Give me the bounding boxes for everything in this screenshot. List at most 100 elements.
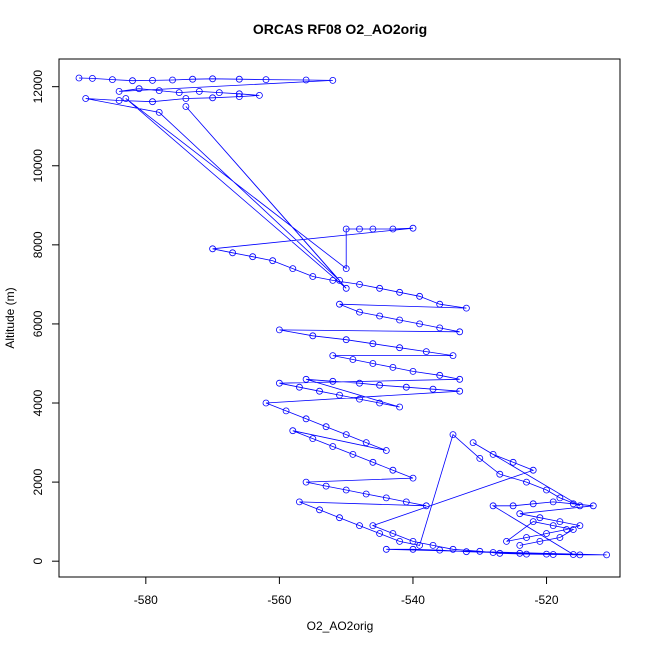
data-point (396, 403, 404, 411)
data-point (516, 549, 524, 557)
data-point (316, 387, 323, 395)
data-point (336, 276, 343, 284)
data-point (549, 498, 557, 506)
data-point (396, 316, 404, 324)
y-tick-label: 4000 (31, 389, 45, 416)
data-point (235, 93, 243, 100)
data-point (135, 85, 143, 93)
data-point (275, 326, 283, 334)
data-point (549, 522, 557, 529)
data-point (269, 257, 277, 265)
data-point (282, 407, 290, 415)
data-point (389, 225, 397, 233)
data-point (329, 276, 337, 284)
y-axis-label: Altitude (m) (3, 287, 17, 348)
data-point (316, 506, 323, 514)
x-tick-label: -520 (535, 593, 559, 607)
data-point (376, 530, 384, 537)
data-point (309, 435, 317, 443)
data-point (149, 98, 156, 106)
data-point (302, 375, 310, 383)
data-point (469, 439, 477, 447)
plot-frame (58, 58, 621, 578)
series-line (78, 77, 607, 556)
data-point (416, 292, 424, 300)
data-point (295, 498, 303, 506)
data-point (155, 87, 163, 94)
data-point (89, 75, 96, 82)
data-point (75, 74, 83, 82)
data-point (489, 450, 497, 458)
data-point (262, 399, 270, 407)
data-point (329, 377, 337, 385)
data-point (416, 542, 424, 549)
data-point (369, 340, 377, 348)
series-layer (75, 74, 610, 559)
data-point (275, 379, 283, 387)
data-point (322, 482, 330, 490)
data-point (569, 526, 577, 533)
data-point (336, 514, 343, 522)
data-point (496, 549, 504, 557)
x-tick-label: -580 (134, 593, 158, 607)
data-point (209, 75, 217, 83)
data-point (369, 458, 377, 466)
y-tick-label: 2000 (31, 468, 45, 495)
data-point (349, 450, 357, 458)
data-point (556, 494, 564, 502)
data-point (356, 395, 363, 403)
data-point (436, 300, 444, 308)
data-point (516, 510, 524, 518)
data-point (456, 328, 464, 336)
data-point (462, 304, 470, 312)
data-point (382, 545, 390, 553)
data-point (356, 308, 363, 316)
data-point (369, 360, 377, 367)
data-point (356, 379, 363, 387)
data-point (342, 431, 350, 439)
data-point (209, 245, 217, 253)
data-point (329, 443, 337, 450)
data-point (456, 375, 464, 383)
data-point (509, 458, 517, 466)
data-point (576, 502, 584, 510)
data-point (456, 387, 464, 395)
data-point (436, 371, 444, 379)
data-point (249, 253, 257, 261)
data-point (536, 514, 544, 522)
y-tick-label: 6000 (31, 310, 45, 337)
data-point (589, 502, 597, 510)
data-point (342, 225, 350, 233)
data-point (362, 490, 370, 498)
data-point (215, 89, 223, 96)
data-point (489, 549, 497, 556)
data-point (509, 502, 517, 510)
data-point (322, 423, 330, 431)
data-point (109, 76, 116, 83)
y-tick-label: 10000 (31, 149, 45, 183)
data-point (382, 447, 390, 454)
data-point (523, 478, 530, 486)
data-point (389, 363, 397, 371)
data-point (376, 312, 384, 320)
data-point (462, 548, 470, 556)
data-point (369, 225, 377, 233)
data-point (576, 551, 584, 559)
data-point (235, 75, 243, 83)
data-point (516, 542, 524, 549)
data-point (209, 94, 217, 102)
data-point (563, 526, 570, 533)
data-point (362, 439, 370, 447)
data-point (82, 95, 90, 102)
data-point (289, 427, 297, 435)
data-point (376, 284, 384, 292)
data-point (409, 367, 417, 375)
data-point (302, 415, 310, 423)
data-point (342, 265, 350, 273)
data-point (235, 90, 243, 98)
data-point (155, 109, 163, 116)
data-point (543, 550, 550, 558)
data-point (476, 454, 484, 462)
data-point (342, 486, 350, 494)
